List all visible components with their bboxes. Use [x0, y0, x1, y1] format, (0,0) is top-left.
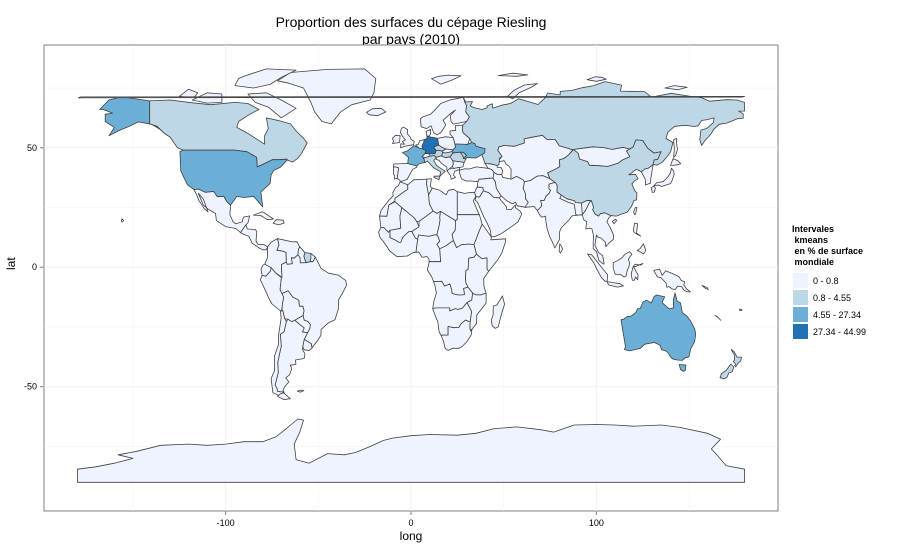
region-new-caledonia: [714, 314, 722, 321]
region-iceland: [366, 107, 387, 117]
country-regions: [77, 68, 745, 483]
region-franz-josef-land: [497, 72, 529, 77]
region-central-america: [240, 224, 269, 251]
legend-label: 27.34 - 44.99: [813, 326, 867, 337]
region-sulawesi: [630, 262, 644, 281]
region-new-zealand-south: [719, 363, 735, 380]
region-indochina: [581, 200, 614, 265]
region-novaya-zemlya: [506, 83, 538, 100]
region-taiwan: [633, 207, 638, 216]
region-arabian-peninsula: [474, 190, 523, 238]
legend-label: 4.55 - 27.34: [813, 309, 862, 320]
region-cuba: [252, 211, 274, 221]
region-east-africa: [465, 253, 490, 296]
region-fiji: [739, 308, 743, 312]
region-balkans: [435, 155, 454, 172]
chart-title-line-1: Proportion des surfaces du cépage Riesli…: [275, 14, 547, 30]
region-sri-lanka: [558, 243, 563, 254]
region-korea: [641, 164, 654, 186]
region-russia: [461, 81, 745, 166]
x-tick-label: 100: [589, 518, 604, 528]
region-brazil: [279, 254, 347, 349]
region-greece: [446, 166, 461, 180]
region-wrangel-island: [77, 96, 745, 99]
region-new-zealand-north: [730, 349, 742, 368]
region-antarctica: [77, 418, 745, 483]
region-new-guinea: [653, 268, 691, 293]
region-severnaya-zemlya: [586, 76, 607, 82]
y-tick-label: 0: [32, 262, 37, 272]
region-scandinavia: [419, 96, 470, 136]
legend-swatch: [792, 272, 809, 289]
region-hawaii: [121, 218, 125, 223]
region-denmark: [425, 128, 432, 137]
legend-item: 0 - 0.8: [792, 272, 866, 289]
region-solomon-islands: [701, 284, 709, 291]
region-mindanao: [636, 243, 647, 255]
legend-title: Intervales kmeans en % de surface mondia…: [792, 224, 864, 267]
region-sakhalin: [673, 137, 678, 158]
region-philippines-luzon: [632, 222, 642, 237]
x-tick-label: 0: [408, 518, 413, 528]
region-tasmania: [678, 364, 687, 372]
legend-swatch: [792, 323, 809, 340]
region-hokkaido: [670, 158, 682, 166]
legend-label: 0 - 0.8: [813, 275, 839, 286]
region-kyushu: [650, 185, 656, 193]
x-tick-label: -100: [217, 518, 235, 528]
legend: Intervales kmeans en % de surface mondia…: [792, 224, 866, 340]
region-canadian-arctic-islands: [234, 68, 297, 89]
region-new-siberian-islands: [664, 85, 688, 91]
region-australia: [620, 292, 697, 361]
region-mexico: [193, 188, 251, 234]
y-axis-title: lat: [4, 257, 18, 270]
legend-swatch: [792, 306, 809, 323]
region-borneo: [612, 251, 633, 278]
x-axis-title: long: [399, 529, 423, 543]
region-hainan: [611, 218, 618, 225]
region-madagascar: [490, 295, 506, 329]
chart-title-line-2: par pays (2010): [361, 31, 461, 47]
legend-item: 0.8 - 4.55: [792, 289, 866, 306]
region-java: [606, 281, 624, 288]
legend-swatch: [792, 289, 809, 306]
legend-item: 4.55 - 27.34: [792, 306, 866, 323]
region-baffin-island: [247, 92, 297, 119]
region-west-africa-coast: [378, 227, 419, 258]
region-ireland: [392, 134, 401, 144]
region-falklands: [296, 389, 305, 393]
legend-label: 0.8 - 4.55: [813, 292, 852, 303]
region-chile: [270, 310, 287, 397]
y-tick-label: 50: [27, 143, 37, 153]
region-svalbard: [430, 74, 462, 85]
legend-item: 27.34 - 44.99: [792, 323, 866, 340]
region-hispaniola: [272, 219, 285, 226]
region-tierra-del-fuego: [277, 392, 291, 401]
region-great-britain: [399, 126, 415, 149]
region-sicily: [433, 175, 441, 181]
y-tick-label: -50: [24, 382, 37, 392]
region-japan-honshu: [653, 167, 675, 187]
region-south-africa: [440, 319, 473, 351]
axes: -100 0 100 -50 0 50: [24, 143, 604, 528]
legend-items: 0 - 0.8 0.8 - 4.55 4.55 - 27.34 27.34 - 44.…: [792, 272, 866, 340]
chart-title: Proportion des surfaces du cépage Riesli…: [44, 14, 778, 48]
